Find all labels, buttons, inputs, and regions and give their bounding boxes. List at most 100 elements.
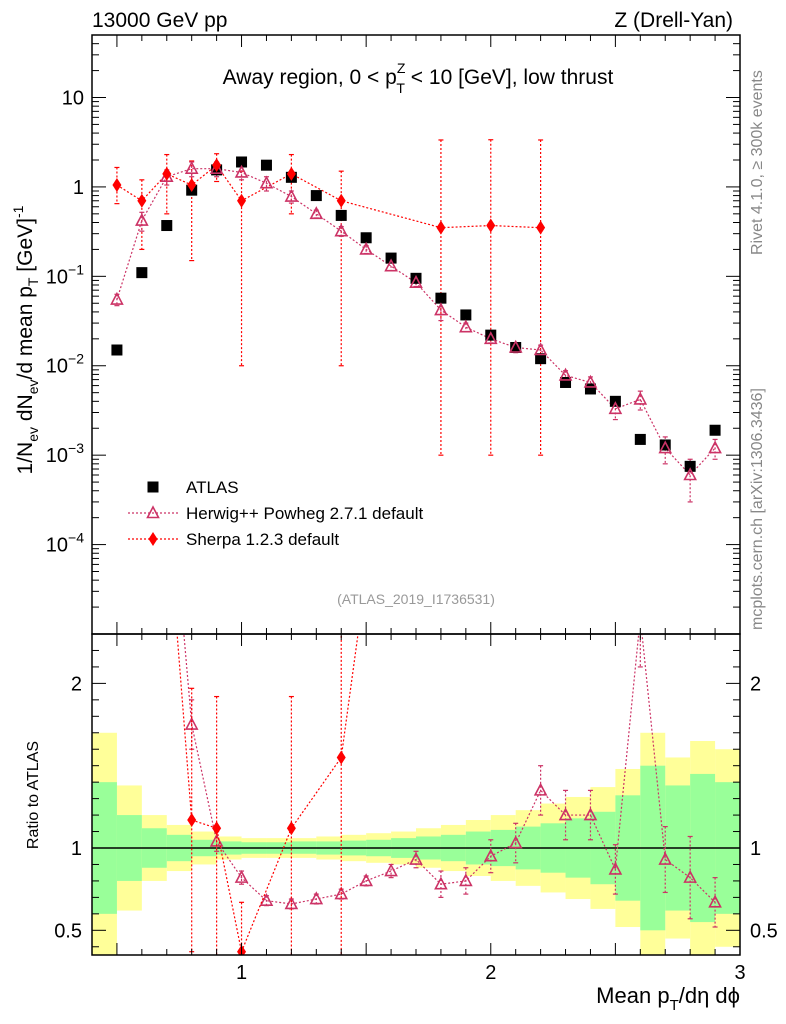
ratio-herwig-point: [259, 892, 274, 906]
ratio-y-tick-label-right: 1: [750, 838, 761, 860]
plot-title-sub: T: [396, 80, 405, 96]
ratio-y-axis-label: Ratio to ATLAS: [25, 741, 42, 849]
ylabel-s1: ev: [25, 427, 41, 442]
legend-sherpa-label: Sherpa 1.2.3 default: [186, 530, 339, 549]
herwig-point: [234, 164, 249, 178]
ylabel-b: dN: [14, 394, 37, 427]
y-tick-base: 10: [46, 535, 68, 557]
atlas-point: [684, 460, 696, 472]
ratio-herwig-point: [111, 414, 122, 425]
plot-title-sup: Z: [397, 60, 406, 76]
ratio-sherpa-point: [137, 446, 146, 460]
ratio-herwig-point: [384, 863, 398, 877]
y-tick-base: 10: [46, 445, 68, 467]
y-tick-exp: −1: [68, 261, 84, 277]
ratio-herwig-point: [508, 835, 523, 849]
herwig-point: [409, 274, 423, 288]
herwig-point: [284, 188, 299, 202]
herwig-point: [334, 223, 349, 237]
ratio-sherpa-point: [336, 750, 346, 765]
herwig-point: [708, 440, 722, 454]
ratio-sherpa-point: [112, 429, 121, 443]
y-tick-label: 1: [73, 177, 84, 199]
xlabel-sub: T: [670, 997, 679, 1014]
sherpa-point: [237, 193, 247, 208]
plot-title-b: < 10 [GeV], low thrust: [405, 66, 614, 89]
y-tick-label: 10−4: [46, 530, 84, 557]
herwig-point: [683, 467, 697, 481]
ratio-herwig-point: [309, 891, 324, 905]
herwig-point: [533, 342, 548, 356]
ratio-herwig-point: [434, 876, 448, 890]
ratio-herwig-point: [483, 848, 498, 862]
ylabel-s3: T: [25, 277, 41, 286]
herwig-point: [184, 160, 199, 174]
ratio-herwig-point: [136, 381, 147, 392]
legend-herwig-label: Herwig++ Powheg 2.7.1 default: [186, 504, 423, 523]
ratio-sherpa-point: [436, 18, 445, 32]
sherpa-point: [486, 218, 496, 233]
ratio-herwig-point: [334, 886, 349, 900]
sherpa-point: [212, 158, 222, 173]
ylabel-s2: ev: [25, 379, 41, 394]
sherpa-point: [536, 220, 546, 235]
ratio-plot-area: [92, 18, 740, 955]
x-axis-label: Mean pT/dη dϕ: [596, 983, 740, 1014]
herwig-point: [384, 258, 398, 272]
atlas-point: [360, 232, 372, 244]
ratio-herwig-point: [583, 807, 598, 821]
atlas-point: [535, 353, 547, 365]
atlas-point: [435, 292, 447, 304]
herwig-point: [508, 339, 523, 353]
xlabel-b: /dη dϕ: [679, 983, 740, 1008]
atlas-point: [510, 341, 522, 353]
ratio-herwig-point: [409, 851, 423, 865]
herwig-series: [114, 161, 718, 503]
y-tick-exp: −4: [68, 530, 84, 546]
atlas-point: [709, 424, 721, 436]
ratio-herwig-point: [608, 861, 623, 875]
herwig-markers: [110, 160, 722, 481]
legend: ATLAS Herwig++ Powheg 2.7.1 default Sherpa…: [128, 478, 423, 549]
atlas-point: [136, 267, 148, 279]
sherpa-point: [162, 166, 172, 181]
atlas-point: [584, 383, 596, 395]
header-left: 13000 GeV pp: [92, 9, 227, 32]
ratio-y-tick-label-left: 2: [71, 673, 82, 695]
ratio-sherpa-point: [162, 495, 171, 509]
ratio-herwig-point: [635, 612, 646, 623]
y-axis-label: 1/Nev dNev/d mean pT [GeV]-1: [10, 205, 41, 474]
sherpa-point: [187, 178, 197, 193]
y-tick-label: 10: [62, 87, 84, 109]
ratio-y-tick-label-right: 0.5: [750, 920, 778, 942]
sherpa-point: [112, 178, 122, 193]
ratio-panel: 1 2 30.5 0.51 12 2: [54, 18, 778, 984]
herwig-point: [135, 212, 149, 226]
ratio-sherpa-point: [212, 821, 222, 836]
plot-title: Away region, 0 < pZ T < 10 [GeV], low thr…: [223, 60, 614, 96]
ratio-sherpa-line: [176, 634, 359, 954]
legend-herwig-marker: [146, 505, 160, 519]
ratio-herwig-point: [708, 894, 722, 908]
atlas-point: [460, 309, 472, 321]
ylabel-sup: -1: [10, 205, 26, 218]
y-tick-exp: −2: [68, 351, 84, 367]
ratio-herwig-point: [284, 896, 299, 910]
atlas-series: [111, 156, 721, 472]
atlas-point: [335, 209, 347, 221]
legend-atlas-label: ATLAS: [186, 478, 239, 497]
y-tick-base: 10: [46, 356, 68, 378]
sherpa-point: [336, 193, 346, 208]
xlabel-a: Mean p: [596, 983, 669, 1008]
ratio-herwig-point: [161, 430, 172, 441]
ratio-herwig-point: [234, 869, 249, 883]
herwig-point: [583, 374, 598, 388]
herwig-point: [359, 241, 373, 255]
sherpa-point: [436, 220, 446, 235]
x-tick-label: 2: [485, 962, 496, 984]
ylabel-c: /d mean p: [14, 286, 37, 379]
ratio-herwig-point: [658, 851, 673, 865]
ylabel-d: [GeV]: [14, 218, 37, 278]
herwig-line: [116, 168, 716, 476]
